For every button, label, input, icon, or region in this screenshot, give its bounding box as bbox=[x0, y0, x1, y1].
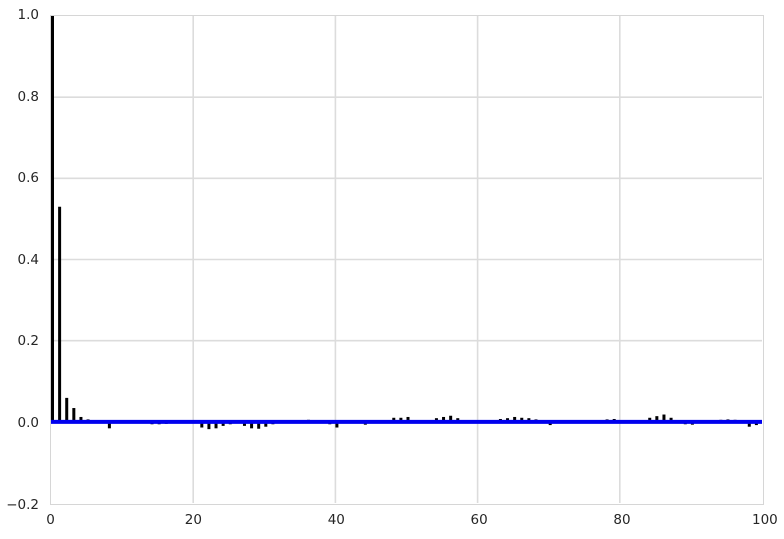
x-tick-label: 60 bbox=[470, 512, 488, 528]
acf-bar bbox=[107, 421, 111, 429]
acf-bar bbox=[250, 421, 254, 429]
acf-bar bbox=[242, 421, 246, 426]
y-axis-tick-labels: 1.0 0.8 0.6 0.4 0.2 0.0 −0.2 bbox=[0, 0, 44, 539]
x-tick-label: 100 bbox=[752, 512, 778, 528]
acf-bar bbox=[79, 416, 83, 422]
acf-bar bbox=[669, 417, 673, 422]
x-tick-label: 20 bbox=[184, 512, 202, 528]
x-tick-label: 0 bbox=[46, 512, 55, 528]
acf-bars-canvas bbox=[51, 16, 762, 503]
acf-bar bbox=[392, 417, 396, 422]
acf-bar bbox=[257, 421, 261, 429]
y-tick-label: 0.6 bbox=[17, 170, 39, 186]
acf-bar bbox=[399, 417, 403, 422]
acf-bar bbox=[662, 414, 666, 422]
x-tick-label: 40 bbox=[327, 512, 345, 528]
acf-bar bbox=[221, 421, 225, 426]
acf-bar bbox=[72, 408, 76, 422]
y-tick-label: 0.4 bbox=[17, 252, 39, 268]
acf-bar bbox=[335, 421, 339, 428]
acf-bar bbox=[747, 421, 751, 427]
acf-bar bbox=[58, 206, 62, 422]
acf-bar bbox=[442, 416, 446, 422]
acf-bar bbox=[207, 421, 211, 430]
acf-bar bbox=[513, 416, 517, 422]
acf-bar bbox=[214, 421, 218, 429]
acf-bar bbox=[648, 417, 652, 422]
acf-bar bbox=[406, 416, 410, 422]
acf-bar bbox=[51, 16, 54, 422]
y-tick-label: 0.8 bbox=[17, 89, 39, 105]
acf-bar bbox=[520, 417, 524, 422]
acf-bar bbox=[200, 421, 204, 428]
y-tick-label: 0.2 bbox=[17, 333, 39, 349]
y-tick-label: 0.0 bbox=[17, 415, 39, 431]
plot-area bbox=[50, 15, 764, 505]
acf-bar bbox=[655, 416, 659, 422]
acf-bar bbox=[65, 397, 69, 422]
x-tick-label: 80 bbox=[613, 512, 631, 528]
acf-bar bbox=[264, 421, 268, 427]
x-axis-tick-labels: 0 20 40 60 80 100 bbox=[0, 512, 784, 534]
acf-bar bbox=[449, 415, 453, 422]
y-tick-label: 1.0 bbox=[17, 7, 39, 23]
y-tick-label: −0.2 bbox=[6, 497, 39, 513]
